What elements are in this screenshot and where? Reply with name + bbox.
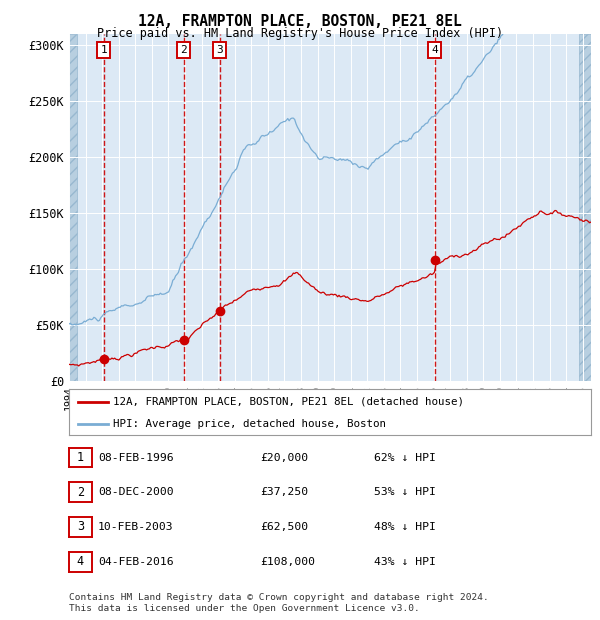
Text: 1: 1 [100,45,107,55]
Point [104,420,112,428]
Text: 3: 3 [77,521,84,533]
Text: 2: 2 [77,486,84,498]
Text: 48% ↓ HPI: 48% ↓ HPI [374,522,436,532]
Text: £108,000: £108,000 [260,557,315,567]
Text: Contains HM Land Registry data © Crown copyright and database right 2024.
This d: Contains HM Land Registry data © Crown c… [69,593,489,613]
Text: 10-FEB-2003: 10-FEB-2003 [98,522,173,532]
Text: 43% ↓ HPI: 43% ↓ HPI [374,557,436,567]
Point [104,398,112,405]
Text: 3: 3 [217,45,223,55]
Text: HPI: Average price, detached house, Boston: HPI: Average price, detached house, Bost… [113,419,386,429]
Point [75,420,82,428]
Text: 2: 2 [180,45,187,55]
Text: 1: 1 [77,451,84,464]
Text: Price paid vs. HM Land Registry's House Price Index (HPI): Price paid vs. HM Land Registry's House … [97,27,503,40]
Text: 4: 4 [77,556,84,568]
Bar [578,34,591,381]
Text: £20,000: £20,000 [260,453,308,463]
Text: £37,250: £37,250 [260,487,308,497]
Text: 08-FEB-1996: 08-FEB-1996 [98,453,173,463]
Text: 4: 4 [431,45,438,55]
Text: 04-FEB-2016: 04-FEB-2016 [98,557,173,567]
Bar [69,34,77,381]
Text: 12A, FRAMPTON PLACE, BOSTON, PE21 8EL (detached house): 12A, FRAMPTON PLACE, BOSTON, PE21 8EL (d… [113,397,464,407]
Text: 53% ↓ HPI: 53% ↓ HPI [374,487,436,497]
Text: £62,500: £62,500 [260,522,308,532]
Text: 12A, FRAMPTON PLACE, BOSTON, PE21 8EL: 12A, FRAMPTON PLACE, BOSTON, PE21 8EL [138,14,462,29]
Text: 62% ↓ HPI: 62% ↓ HPI [374,453,436,463]
Text: 08-DEC-2000: 08-DEC-2000 [98,487,173,497]
Point [75,398,82,405]
